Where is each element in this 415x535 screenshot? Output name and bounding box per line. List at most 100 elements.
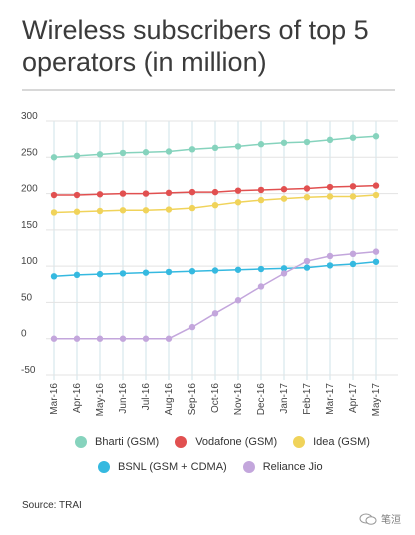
data-point: [188, 323, 196, 331]
legend-item: BSNL (GSM + CDMA): [98, 461, 227, 473]
legend-label: Reliance Jio: [262, 461, 323, 473]
legend-label: BSNL (GSM + CDMA): [118, 461, 227, 473]
x-tick-label: Mar-16: [49, 383, 60, 415]
x-tick-label: Mar-17: [325, 383, 336, 415]
data-point: [73, 271, 81, 279]
data-point: [142, 149, 150, 156]
data-point: [96, 270, 104, 278]
y-tick-label: 200: [21, 184, 38, 195]
data-point: [303, 194, 311, 201]
data-point: [165, 206, 173, 213]
source-note: Source: TRAI: [22, 500, 82, 511]
data-point: [73, 152, 81, 160]
data-point: [165, 189, 173, 197]
data-point: [211, 188, 219, 196]
data-point: [372, 182, 380, 189]
y-tick-label: 300: [21, 111, 38, 122]
legend-row: Bharti (GSM) Vodafone (GSM) Idea (GSM): [75, 436, 386, 448]
x-tick-label: Apr-17: [348, 383, 359, 413]
data-point: [188, 268, 196, 275]
data-point: [50, 191, 58, 199]
x-tick-label: Dec-16: [256, 383, 267, 416]
data-point: [326, 262, 334, 269]
data-point: [142, 335, 150, 342]
data-point: [188, 146, 196, 153]
data-point: [372, 191, 380, 199]
legend-label: Bharti (GSM): [95, 436, 160, 448]
data-point: [303, 138, 311, 146]
data-point: [349, 250, 357, 258]
data-point: [257, 186, 265, 194]
data-point: [50, 154, 58, 161]
data-point: [165, 148, 173, 155]
data-point: [234, 187, 242, 194]
data-point: [119, 270, 127, 277]
legend-item: Idea (GSM): [293, 436, 370, 448]
data-point: [96, 191, 104, 198]
data-point: [234, 143, 242, 150]
data-point: [188, 204, 196, 212]
data-point: [50, 209, 58, 216]
data-point: [303, 257, 311, 265]
chart-title: Wireless subscribers of top 5 operators …: [22, 15, 369, 77]
legend-swatch: [75, 436, 87, 448]
data-point: [234, 266, 242, 273]
data-point: [119, 149, 127, 157]
data-point: [257, 283, 265, 290]
data-point: [119, 190, 127, 197]
data-point: [280, 270, 288, 277]
x-tick-label: Feb-17: [302, 383, 313, 415]
data-point: [326, 183, 334, 191]
legend-swatch: [242, 461, 255, 473]
data-point: [349, 260, 357, 268]
line-chart: 300 250 200 150 100 50 0 -50 Mar-16 Apr-16 May-16 J…: [21, 111, 398, 417]
legend-swatch: [175, 436, 188, 448]
watermark-text: 笔洹: [381, 515, 401, 526]
x-tick-label: Apr-16: [72, 383, 83, 413]
data-point: [349, 183, 357, 190]
data-point: [234, 199, 242, 206]
data-point: [96, 207, 104, 215]
data-point: [326, 136, 334, 144]
data-point: [234, 297, 242, 304]
y-tick-label: 150: [21, 220, 38, 231]
x-tick-label: May-17: [371, 383, 382, 417]
data-point: [303, 264, 311, 271]
data-point: [280, 186, 288, 193]
legend-row: BSNL (GSM + CDMA) Reliance Jio: [98, 461, 339, 473]
data-point: [211, 310, 219, 317]
data-point: [188, 188, 196, 196]
x-tick-label: Sep-16: [187, 383, 198, 416]
x-tick-label: Aug-16: [164, 383, 175, 416]
legend-swatch: [98, 461, 110, 473]
data-point: [349, 193, 357, 200]
y-tick-label: 100: [21, 256, 38, 267]
data-point: [280, 265, 288, 272]
y-tick-label: 250: [21, 147, 38, 158]
x-tick-label: Jan-17: [279, 383, 290, 414]
title-divider: [22, 89, 395, 91]
legend-swatch: [293, 436, 306, 448]
data-point: [142, 190, 150, 197]
data-point: [50, 273, 58, 280]
data-point: [211, 267, 219, 274]
y-tick-label: 50: [21, 292, 33, 303]
data-point: [73, 208, 81, 215]
x-tick-label: Nov-16: [233, 383, 244, 416]
data-point: [280, 195, 288, 202]
data-point: [165, 335, 173, 342]
data-point: [326, 252, 334, 260]
data-point: [142, 269, 150, 276]
data-point: [119, 207, 127, 214]
y-tick-label: 0: [21, 329, 27, 340]
data-point: [96, 151, 104, 158]
data-point: [211, 201, 219, 209]
data-point: [280, 139, 288, 146]
data-point: [119, 335, 127, 342]
x-tick-label: Oct-16: [210, 383, 221, 413]
data-point: [211, 144, 219, 152]
data-point: [50, 335, 58, 342]
data-point: [372, 133, 380, 140]
legend-item: Bharti (GSM): [75, 436, 159, 448]
x-tick-label: Jun-16: [118, 383, 129, 414]
